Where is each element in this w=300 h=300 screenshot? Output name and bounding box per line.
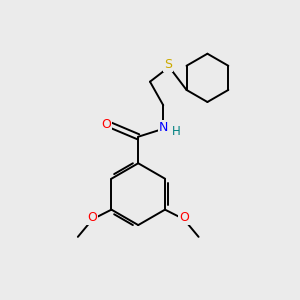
Text: S: S (164, 58, 172, 71)
Text: O: O (179, 211, 189, 224)
Text: H: H (172, 125, 181, 138)
Text: O: O (101, 118, 111, 131)
Text: O: O (87, 211, 97, 224)
Text: N: N (159, 121, 168, 134)
